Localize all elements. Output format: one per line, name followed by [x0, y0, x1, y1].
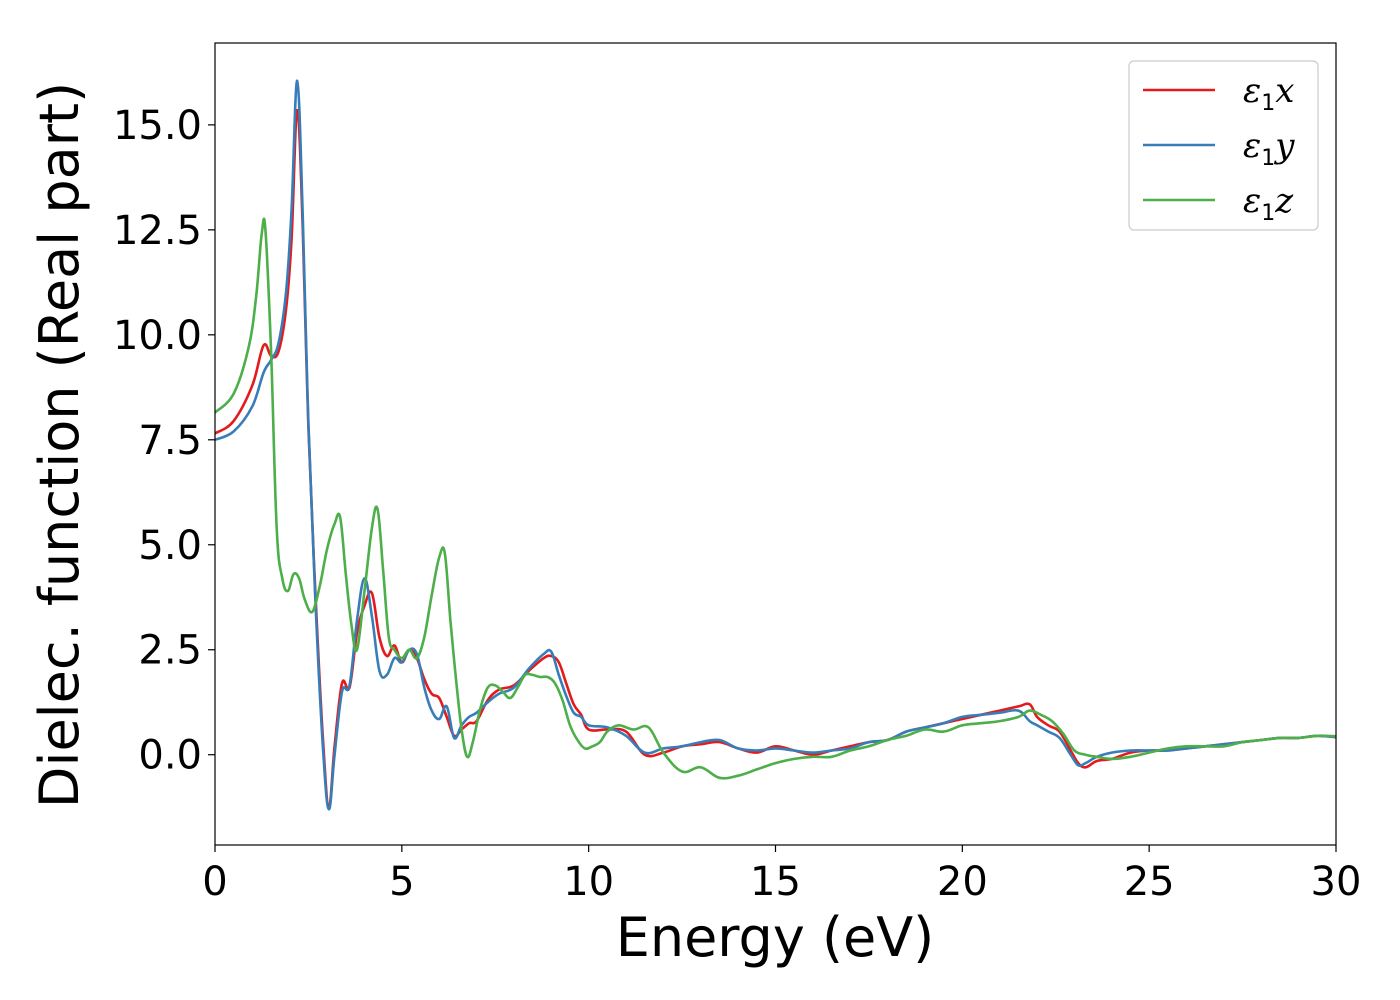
- legend-component: x: [1275, 71, 1294, 111]
- legend-subscript: 1: [1261, 146, 1275, 171]
- y-tick-label: 12.5: [113, 208, 202, 254]
- legend-component: y: [1273, 126, 1295, 166]
- legend-label-y: ε1y: [1243, 126, 1295, 171]
- y-tick-label: 10.0: [113, 313, 202, 359]
- legend-symbol: ε: [1243, 181, 1261, 221]
- series-line-y: [215, 79, 1336, 811]
- y-axis-ticks: 0.0 2.5 5.0 7.5 10.0 12.5 15.0: [113, 103, 215, 779]
- y-tick-label: 5.0: [138, 523, 202, 569]
- x-tick-label: 20: [937, 859, 988, 905]
- x-axis-title: Energy (eV): [616, 906, 935, 969]
- legend-symbol: ε: [1243, 71, 1261, 111]
- x-axis-ticks: 0 5 10 15 20 25 30: [202, 845, 1361, 905]
- y-tick-label: 0.0: [138, 733, 202, 779]
- x-tick-label: 30: [1311, 859, 1362, 905]
- x-tick-label: 15: [750, 859, 801, 905]
- x-tick-label: 25: [1124, 859, 1175, 905]
- y-tick-label: 15.0: [113, 103, 202, 149]
- series-layer: [215, 79, 1336, 811]
- x-tick-label: 10: [563, 859, 614, 905]
- series-line-z: [215, 217, 1336, 780]
- legend-label-z: ε1z: [1243, 181, 1294, 226]
- legend-symbol: ε: [1243, 126, 1261, 166]
- legend-box: [1128, 60, 1319, 231]
- legend-subscript: 1: [1261, 91, 1275, 116]
- x-tick-label: 5: [389, 859, 414, 905]
- y-tick-label: 2.5: [138, 628, 202, 674]
- y-axis-title: Dielec. function (Real part): [28, 82, 91, 808]
- y-tick-label: 7.5: [138, 418, 202, 464]
- legend-component: z: [1274, 181, 1294, 221]
- x-tick-label: 0: [202, 859, 227, 905]
- legend-subscript: 1: [1261, 201, 1275, 226]
- legend-label-x: ε1x: [1243, 71, 1294, 116]
